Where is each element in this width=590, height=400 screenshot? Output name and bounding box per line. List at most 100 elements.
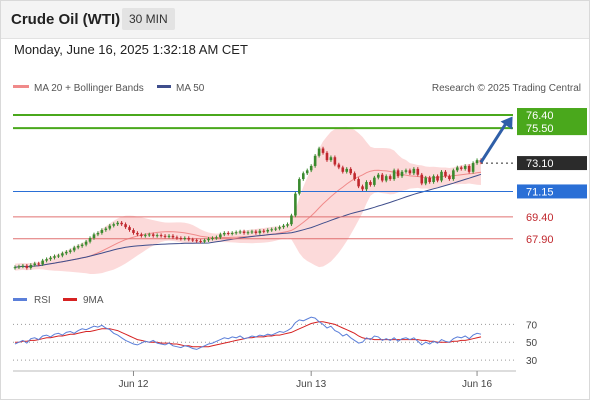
- candle: [341, 165, 345, 174]
- candle-body: [309, 165, 313, 171]
- candle: [369, 180, 372, 187]
- candle: [298, 177, 301, 196]
- rsi-tick-30: 30: [526, 356, 538, 367]
- candle: [357, 177, 360, 189]
- candle: [80, 242, 84, 248]
- candle-body: [76, 246, 80, 248]
- candle-body: [416, 168, 420, 175]
- candle: [242, 229, 246, 235]
- candle-body: [147, 234, 151, 236]
- candle: [448, 174, 451, 181]
- candle-body: [124, 224, 127, 228]
- candle: [76, 244, 80, 250]
- candle: [365, 180, 368, 192]
- candle: [49, 255, 52, 261]
- candle-body: [45, 259, 48, 261]
- candle-body: [13, 267, 17, 269]
- candle-body: [471, 163, 475, 172]
- candle: [282, 223, 285, 229]
- candle-body: [17, 266, 21, 268]
- candle: [456, 165, 459, 173]
- candle: [191, 237, 195, 242]
- candle: [37, 261, 40, 267]
- candle-body: [329, 157, 333, 161]
- candle-body: [373, 177, 376, 185]
- candle: [41, 258, 44, 267]
- candle-body: [37, 263, 40, 265]
- candle-body: [199, 240, 202, 242]
- legend: MA 20 + Bollinger Bands MA 50 Research ©…: [13, 83, 581, 306]
- candle-body: [448, 176, 451, 180]
- candle-body: [163, 235, 167, 237]
- candle-body: [459, 167, 463, 169]
- rsi-panel: 70 50 30: [13, 316, 538, 367]
- candle: [116, 221, 119, 226]
- candle: [187, 236, 191, 242]
- level-label-75.50: 75.50: [526, 123, 554, 135]
- candle-body: [463, 165, 467, 169]
- candle-body: [207, 238, 210, 241]
- candle-body: [321, 148, 325, 153]
- candle-body: [179, 238, 183, 240]
- level-tag-73.10: [517, 156, 587, 171]
- timestamp: Monday, June 16, 2025 1:32:18 AM CET: [14, 42, 248, 57]
- candle-body: [100, 230, 104, 233]
- candle-body: [116, 222, 119, 225]
- candle: [120, 221, 123, 226]
- candle-body: [155, 235, 159, 237]
- candle-body: [171, 235, 175, 238]
- candle: [452, 168, 455, 181]
- candle-body: [452, 170, 455, 180]
- candle-body: [203, 240, 206, 242]
- candle-body: [53, 256, 56, 258]
- ma50-legend-label: MA 50: [176, 83, 205, 94]
- candle: [286, 222, 289, 228]
- candle-body: [380, 174, 384, 181]
- time-tick-label: Jun 16: [462, 379, 492, 390]
- candle-body: [65, 251, 68, 254]
- candle-body: [57, 255, 60, 257]
- candle-body: [270, 229, 273, 231]
- candle-body: [183, 238, 187, 240]
- level-label-69.40: 69.40: [526, 212, 554, 224]
- candle-body: [298, 179, 301, 194]
- candle-body: [400, 171, 404, 177]
- rsi-tick-50: 50: [526, 338, 538, 349]
- candle: [179, 236, 183, 241]
- candle: [420, 172, 424, 186]
- rsi-ma-line: [15, 321, 482, 348]
- candle: [112, 222, 116, 228]
- level-tag-75.50: [517, 121, 587, 136]
- candle-body: [345, 168, 349, 172]
- candle-body: [266, 230, 270, 232]
- candle-body: [219, 234, 222, 238]
- ma50-legend-swatch: [157, 85, 171, 88]
- candle: [108, 223, 112, 231]
- candle: [21, 263, 25, 269]
- ma50-line: [14, 173, 482, 268]
- level-tag-76.40: [517, 108, 587, 123]
- interval-button[interactable]: 30 MIN: [122, 8, 175, 30]
- candle: [384, 174, 388, 183]
- candle-body: [230, 232, 234, 234]
- candle-body: [428, 177, 431, 182]
- candle: [377, 172, 380, 180]
- candle: [432, 174, 435, 184]
- candle-body: [191, 239, 195, 241]
- candle: [301, 171, 305, 181]
- candle-body: [49, 257, 52, 260]
- candle-body: [120, 222, 123, 225]
- candle: [230, 231, 234, 236]
- candle: [392, 168, 396, 181]
- candle: [270, 227, 273, 232]
- candle-body: [68, 250, 72, 252]
- candle: [400, 170, 404, 178]
- candle: [17, 264, 21, 269]
- candle-body: [140, 234, 143, 236]
- candle-body: [159, 235, 163, 237]
- candle: [195, 238, 198, 243]
- candle-body: [475, 160, 479, 164]
- candle-body: [242, 231, 246, 233]
- candle: [416, 167, 420, 177]
